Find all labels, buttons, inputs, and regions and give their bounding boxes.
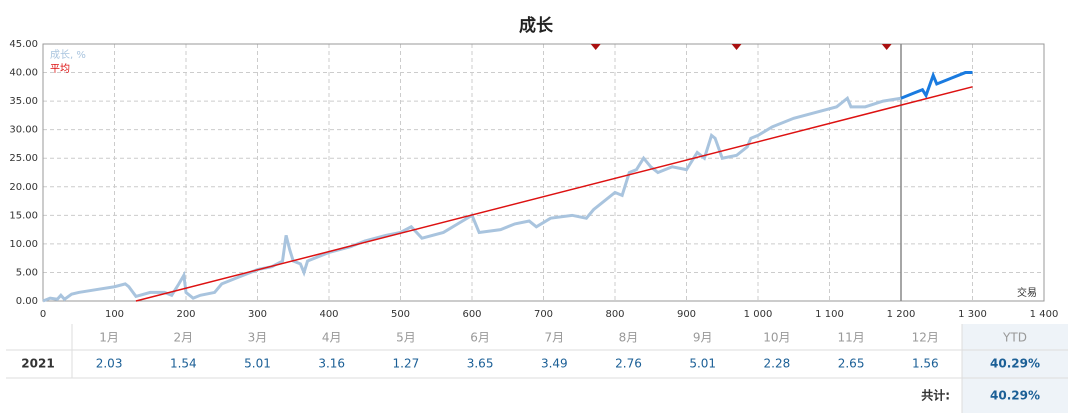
x-tick-label: 0: [40, 309, 46, 320]
x-tick-label: 300: [248, 309, 267, 320]
y-tick-label: 10.00: [9, 239, 38, 250]
y-tick-label: 0.00: [16, 296, 38, 307]
row-label: 2021: [21, 357, 54, 371]
column-header: 9月: [693, 331, 713, 345]
column-header: 12月: [912, 331, 939, 345]
legend-entry: 成长, %: [50, 49, 86, 61]
trade-marker: [731, 44, 742, 50]
cell: 1.56: [912, 357, 939, 371]
chart-title: 成长: [519, 15, 554, 36]
column-header: 2月: [173, 331, 193, 345]
column-header: 1月: [99, 331, 119, 345]
y-tick-label: 35.00: [9, 96, 38, 107]
cell: 1.54: [170, 357, 197, 371]
y-tick-label: 15.00: [9, 210, 38, 221]
cell: 3.65: [467, 357, 494, 371]
cell: 5.01: [244, 357, 271, 371]
column-header: 4月: [322, 331, 342, 345]
cell: 1.27: [393, 357, 420, 371]
cell: 3.16: [318, 357, 345, 371]
trade-marker: [590, 44, 601, 50]
x-tick-label: 200: [176, 309, 195, 320]
column-header: YTD: [1002, 331, 1027, 345]
column-header: 8月: [619, 331, 639, 345]
series-line: [900, 71, 973, 100]
x-axis-label: 交易: [1017, 286, 1037, 299]
x-tick-label: 1 300: [958, 309, 987, 320]
cell: 2.03: [96, 357, 123, 371]
x-tick-label: 1 100: [815, 309, 844, 320]
x-tick-label: 900: [677, 309, 696, 320]
x-tick-label: 500: [391, 309, 410, 320]
y-tick-label: 40.00: [9, 68, 38, 79]
y-tick-label: 5.00: [16, 267, 38, 278]
series-line: [135, 86, 973, 302]
x-tick-label: 800: [605, 309, 624, 320]
x-tick-label: 400: [319, 309, 338, 320]
ytd-bg: [962, 324, 1068, 413]
trade-marker: [881, 44, 892, 50]
cell: 2.65: [838, 357, 865, 371]
series-line: [42, 95, 902, 303]
plot-frame: [42, 43, 1045, 302]
y-tick-label: 20.00: [9, 182, 38, 193]
column-header: 7月: [544, 331, 564, 345]
total-label: 共计:: [921, 388, 950, 403]
legend-entry: 平均: [50, 63, 70, 75]
cell: 5.01: [689, 357, 716, 371]
cell: 2.76: [615, 357, 642, 371]
x-tick-label: 1 000: [744, 309, 773, 320]
x-tick-label: 700: [534, 309, 553, 320]
column-header: 10月: [763, 331, 790, 345]
cell: 2.28: [764, 357, 791, 371]
cell: 40.29%: [990, 357, 1040, 371]
y-tick-label: 25.00: [9, 153, 38, 164]
y-tick-label: 30.00: [9, 125, 38, 136]
cell: 3.49: [541, 357, 568, 371]
x-tick-label: 1 400: [1030, 309, 1059, 320]
column-header: 5月: [396, 331, 416, 345]
total: 40.29%: [990, 389, 1040, 403]
column-header: 3月: [248, 331, 268, 345]
y-tick-label: 45.00: [9, 39, 38, 50]
x-tick-label: 600: [462, 309, 481, 320]
x-tick-label: 1 200: [887, 309, 916, 320]
column-header: 11月: [837, 331, 864, 345]
column-header: 6月: [470, 331, 490, 345]
x-tick-label: 100: [105, 309, 124, 320]
